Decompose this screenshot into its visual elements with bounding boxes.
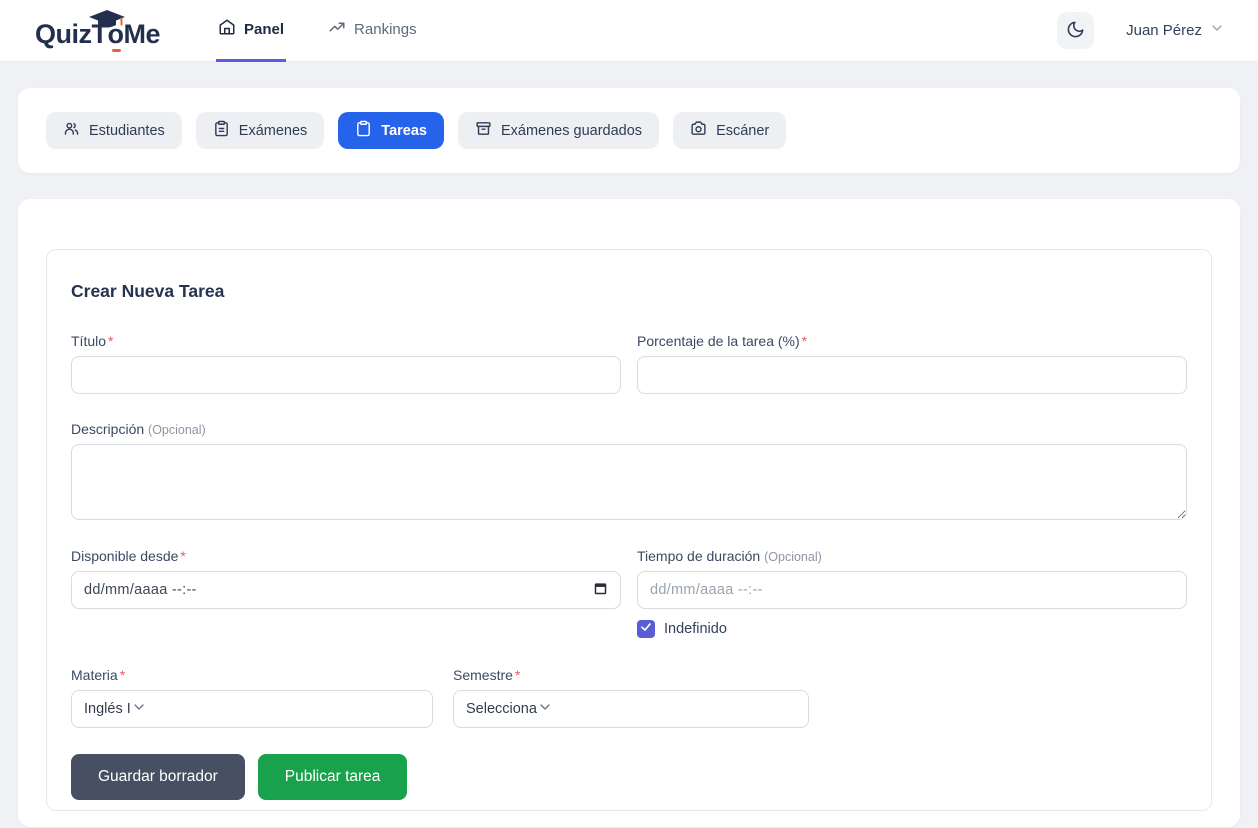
theme-toggle-button[interactable] bbox=[1057, 12, 1095, 49]
tab-tareas[interactable]: Tareas bbox=[338, 112, 444, 149]
optional-hint: (Opcional) bbox=[148, 423, 206, 437]
disponible-desde-label: Disponible desde * bbox=[71, 548, 186, 564]
create-task-form: Crear Nueva Tarea Título * Porcentaje de … bbox=[46, 249, 1212, 811]
check-icon bbox=[640, 620, 652, 638]
main-content: Crear Nueva Tarea Título * Porcentaje de … bbox=[18, 199, 1240, 827]
indefinido-checkbox[interactable] bbox=[637, 620, 655, 638]
brand-text-quiz: Quiz bbox=[35, 19, 92, 49]
user-menu[interactable]: Juan Pérez bbox=[1126, 20, 1225, 41]
disponible-desde-datetime-input[interactable]: dd/mm/aaaa --:-- bbox=[71, 571, 621, 609]
nav-item-rankings[interactable]: Rankings bbox=[326, 0, 419, 62]
tab-escaner[interactable]: Escáner bbox=[673, 112, 787, 149]
save-draft-button[interactable]: Guardar borrador bbox=[71, 754, 245, 800]
header-right: Juan Pérez bbox=[1057, 12, 1225, 49]
porcentaje-input[interactable] bbox=[637, 356, 1187, 394]
materia-label: Materia * bbox=[71, 667, 126, 683]
required-marker: * bbox=[180, 548, 186, 564]
nav-item-label: Rankings bbox=[354, 20, 417, 38]
nav-item-panel[interactable]: Panel bbox=[216, 0, 287, 62]
tab-label: Estudiantes bbox=[89, 122, 165, 139]
tab-label: Exámenes guardados bbox=[500, 122, 643, 139]
row-title-percentage: Título * Porcentaje de la tarea (%) * bbox=[71, 333, 1187, 394]
clipboard-icon bbox=[355, 120, 372, 141]
tiempo-duracion-datetime-input[interactable]: dd/mm/aaaa --:-- bbox=[637, 571, 1187, 609]
camera-icon bbox=[690, 120, 707, 141]
tab-estudiantes[interactable]: Estudiantes bbox=[46, 112, 182, 149]
user-name: Juan Pérez bbox=[1126, 22, 1202, 39]
clipboard-list-icon bbox=[213, 120, 230, 141]
materia-selected-value: Inglés I bbox=[84, 701, 131, 717]
required-marker: * bbox=[108, 333, 114, 349]
required-marker: * bbox=[119, 667, 126, 683]
semestre-selected-value: Selecciona bbox=[466, 701, 537, 717]
form-title: Crear Nueva Tarea bbox=[71, 281, 225, 301]
users-icon bbox=[63, 120, 80, 141]
indefinido-label: Indefinido bbox=[664, 621, 727, 637]
main-nav: Panel Rankings bbox=[216, 0, 419, 62]
field-tiempo-duracion: Tiempo de duración (Opcional) dd/mm/aaaa… bbox=[637, 548, 1187, 638]
field-porcentaje: Porcentaje de la tarea (%) * bbox=[637, 333, 1187, 394]
field-materia: Materia * Inglés I bbox=[71, 667, 433, 728]
home-icon bbox=[218, 18, 236, 40]
brand-text-t: T bbox=[91, 19, 109, 49]
tab-examenes-guardados[interactable]: Exámenes guardados bbox=[457, 112, 660, 149]
titulo-input[interactable] bbox=[71, 356, 621, 394]
chevron-down-icon bbox=[1209, 20, 1225, 41]
required-marker: * bbox=[514, 667, 521, 683]
porcentaje-label: Porcentaje de la tarea (%) * bbox=[637, 333, 808, 349]
tab-examenes[interactable]: Exámenes bbox=[195, 112, 325, 149]
tab-label: Escáner bbox=[716, 122, 770, 139]
datetime-value: dd/mm/aaaa --:-- bbox=[84, 582, 197, 598]
tiempo-duracion-label: Tiempo de duración (Opcional) bbox=[637, 548, 822, 564]
indefinido-checkbox-row[interactable]: Indefinido bbox=[637, 620, 1187, 638]
materia-select[interactable]: Inglés I bbox=[71, 690, 433, 728]
descripcion-label: Descripción (Opcional) bbox=[71, 421, 206, 437]
tab-label: Tareas bbox=[381, 122, 427, 139]
row-selects: Materia * Inglés I Semestre * Selecciona bbox=[71, 667, 1187, 728]
section-tabs: Estudiantes Exámenes Tareas Exámenes gua… bbox=[18, 88, 1240, 173]
moon-icon bbox=[1066, 20, 1085, 42]
trending-up-icon bbox=[328, 18, 346, 40]
brand-text-o: o bbox=[107, 19, 124, 52]
graduation-cap-icon bbox=[87, 9, 127, 31]
archive-icon bbox=[475, 120, 492, 141]
semestre-label: Semestre * bbox=[453, 667, 521, 683]
row-dates: Disponible desde * dd/mm/aaaa --:-- Tiemp… bbox=[71, 548, 1187, 638]
datetime-value: dd/mm/aaaa --:-- bbox=[650, 582, 763, 598]
form-actions: Guardar borrador Publicar tarea bbox=[71, 754, 1187, 800]
field-semestre: Semestre * Selecciona bbox=[453, 667, 809, 728]
chevron-down-icon bbox=[131, 699, 147, 719]
calendar-icon[interactable] bbox=[593, 581, 608, 600]
semestre-select[interactable]: Selecciona bbox=[453, 690, 809, 728]
titulo-label: Título * bbox=[71, 333, 114, 349]
field-disponible-desde: Disponible desde * dd/mm/aaaa --:-- bbox=[71, 548, 621, 638]
publish-task-button[interactable]: Publicar tarea bbox=[257, 754, 408, 800]
nav-item-label: Panel bbox=[244, 20, 285, 38]
chevron-down-icon bbox=[537, 699, 553, 719]
tab-label: Exámenes bbox=[238, 122, 308, 139]
optional-hint: (Opcional) bbox=[764, 550, 822, 564]
field-titulo: Título * bbox=[71, 333, 621, 394]
required-marker: * bbox=[801, 333, 808, 349]
descripcion-textarea[interactable] bbox=[71, 444, 1187, 520]
brand-text-me: Me bbox=[123, 19, 161, 49]
field-descripcion: Descripción (Opcional) bbox=[71, 421, 1187, 520]
